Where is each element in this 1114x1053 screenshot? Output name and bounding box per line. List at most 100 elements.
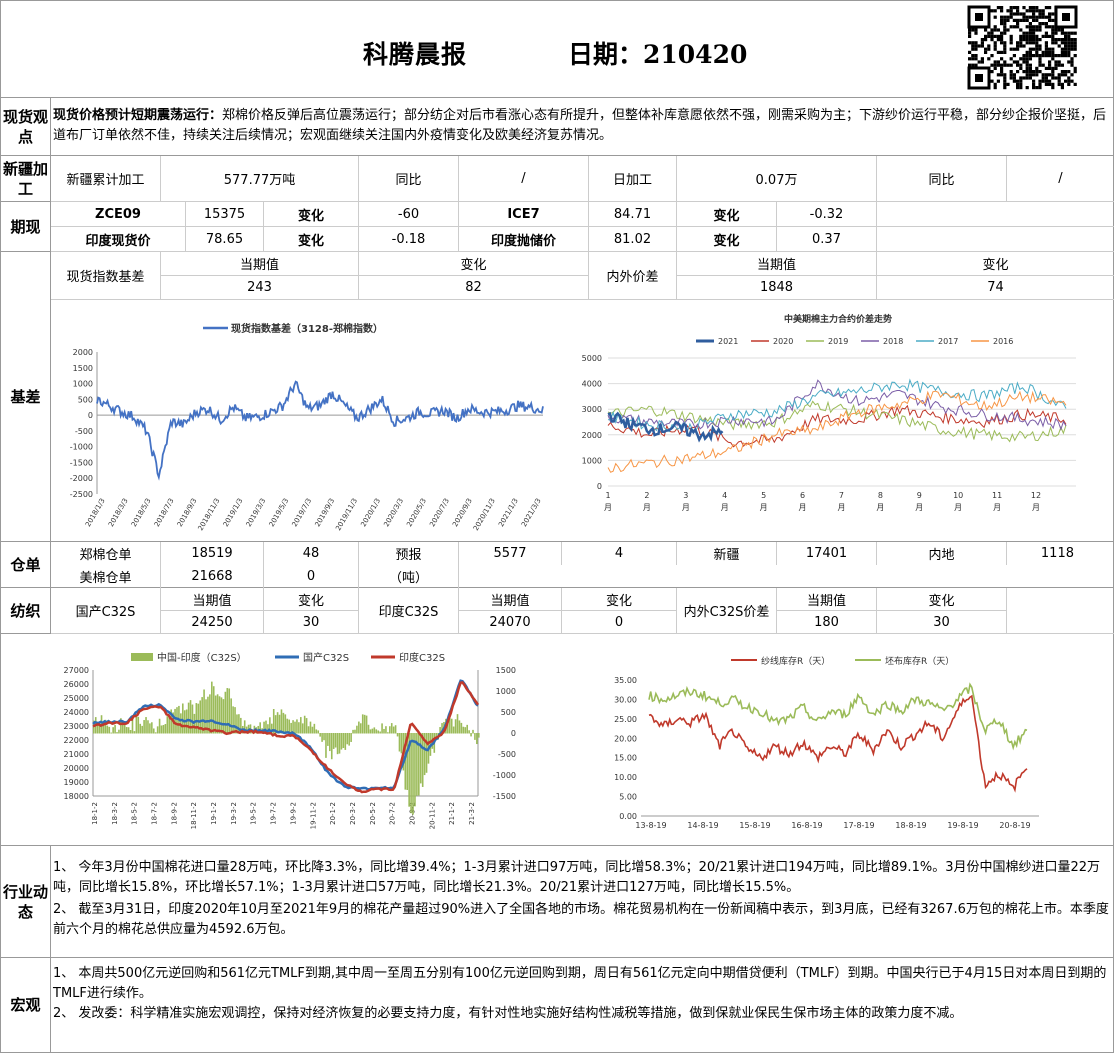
- xinjiang-daily-label: 日加工: [589, 156, 677, 202]
- spread-series-2016: [607, 390, 1067, 473]
- yarn-y-right-tick: 1500: [496, 666, 516, 675]
- yarn-legend-india: 印度C32S: [399, 651, 445, 664]
- basis-x-tick: 2018/5/3: [130, 497, 153, 528]
- yarn-x-tick: 20-1-2: [329, 802, 337, 825]
- spread-chart-title: 中美期棉主力合约价差走势: [784, 313, 892, 325]
- india-reserve-label: 印度抛储价: [459, 227, 589, 252]
- basis-x-tick: 2018/11/3: [197, 497, 222, 532]
- svg-text:月: 月: [643, 503, 651, 512]
- svg-text:月: 月: [915, 503, 923, 512]
- yarn-x-tick: 18-5-2: [131, 802, 139, 825]
- india-c32s-label: 印度C32S: [359, 588, 459, 634]
- stock-x-tick: 13-8-19: [635, 821, 666, 830]
- yarn-y-left-tick: 24000: [64, 708, 89, 717]
- inland-receipt-label: 内地: [877, 542, 1007, 565]
- empty-cell: [877, 202, 1114, 227]
- basis-x-tick: 2019/5/3: [268, 497, 291, 528]
- basis-current-value: 243: [161, 276, 359, 300]
- india-spot-value: 78.65: [186, 227, 264, 252]
- stock-x-tick: 20-8-19: [999, 821, 1030, 830]
- yarn-x-tick: 20-5-2: [369, 802, 377, 825]
- yarn-x-tick: 18-1-2: [91, 802, 99, 825]
- india-spot-change-label: 变化: [264, 227, 359, 252]
- warehouse-section: 仓单 郑棉仓单 18519 48 预报 5577 4 新疆 17401 内地 1…: [0, 542, 1114, 588]
- spot-label: 现货观点: [1, 98, 51, 155]
- spread-legend-2017: 2017: [938, 337, 958, 346]
- futures-section: 期现 ZCE09 15375 变化 -60 ICE7 84.71 变化 -0.3…: [0, 202, 1114, 252]
- yarn-price-chart: 中国-印度（C32S） 国产C32S 印度C32S 27000 26000 25000 2…: [64, 651, 516, 829]
- xinjiang-label: 新疆加工: [1, 156, 51, 201]
- zce09-value: 15375: [186, 202, 264, 227]
- yarn-charts-section: 中国-印度（C32S） 国产C32S 印度C32S 27000 26000 25000 2…: [0, 634, 1114, 846]
- yarn-x-tick: 20-7-2: [389, 802, 397, 825]
- yarn-x-tick: 19-3-2: [230, 802, 238, 825]
- yarn-y-left-tick: 22000: [64, 736, 89, 745]
- stock-x-tick: 16-8-19: [791, 821, 822, 830]
- domestic-current-label: 当期值: [161, 588, 264, 611]
- svg-text:月: 月: [837, 503, 845, 512]
- domestic-c32s-label: 国产C32S: [51, 588, 161, 634]
- ice7-label: ICE7: [459, 202, 589, 227]
- us-receipt-value: 21668: [161, 565, 264, 588]
- yarn-legend-spread: 中国-印度（C32S）: [157, 651, 247, 664]
- empty-cell: [1007, 588, 1114, 634]
- yarn-y-right-tick: -1000: [493, 771, 516, 780]
- unit-label: （吨）: [359, 565, 459, 588]
- yarn-x-tick: 19-11-2: [309, 802, 317, 829]
- yarn-y-left-tick: 20000: [64, 764, 89, 773]
- basis-x-tick: 2019/9/3: [314, 497, 337, 528]
- xinjiang-yoy-value: /: [459, 156, 589, 202]
- forecast-value: 5577: [459, 542, 562, 565]
- svg-text:月: 月: [721, 503, 729, 512]
- forecast-label: 预报: [359, 542, 459, 565]
- spread-x-tick: 10: [953, 491, 963, 500]
- basis-current-label: 当期值: [161, 252, 359, 276]
- spot-text: 现货价格预计短期震荡运行：郑棉价格反弹后高位震荡运行；部分纺企对后市看涨心态有所…: [53, 108, 1107, 143]
- spread-legend-2016: 2016: [993, 337, 1013, 346]
- spot-section: 现货观点 现货价格预计短期震荡运行：郑棉价格反弹后高位震荡运行；部分纺企对后市看…: [0, 98, 1114, 156]
- stock-y-tick: 20.00: [614, 734, 637, 743]
- c32s-spread-current-label: 当期值: [777, 588, 877, 611]
- basis-x-tick: 2019/7/3: [291, 497, 314, 528]
- yarn-y-left-tick: 18000: [64, 792, 89, 801]
- ice7-change-value: -0.32: [777, 202, 877, 227]
- spread-x-tick: 12: [1031, 491, 1041, 500]
- basis-y-tick: 1500: [73, 364, 93, 373]
- svg-text:月: 月: [799, 503, 807, 512]
- spread-y-tick: 1000: [582, 456, 602, 465]
- xinjiang-receipt-label: 新疆: [677, 542, 777, 565]
- svg-text:月: 月: [682, 503, 690, 512]
- stock-y-tick: 10.00: [614, 773, 637, 782]
- domestic-change-value: 30: [264, 611, 359, 634]
- basis-x-tick: 2020/11/3: [472, 497, 497, 532]
- spread-x-tick: 6: [800, 491, 805, 500]
- futures-label: 期现: [1, 202, 51, 251]
- basis-x-tick: 2020/1/3: [359, 497, 382, 528]
- india-spot-change-value: -0.18: [359, 227, 459, 252]
- c32s-spread-label: 内外C32S价差: [677, 588, 777, 634]
- xinjiang-cumulative-value: 577.77万吨: [161, 156, 359, 202]
- basis-x-tick: 2021/3/3: [520, 497, 543, 528]
- yarn-x-tick: 19-5-2: [250, 802, 258, 825]
- stock-y-tick: 15.00: [614, 754, 637, 763]
- macro-label: 宏观: [1, 958, 51, 1052]
- inventory-chart: 纱线库存R（天） 坯布库存R（天） 35.00 30.00 25.00 20.00 15.…: [614, 655, 1039, 830]
- yarn-y-left-tick: 19000: [64, 778, 89, 787]
- svg-text:月: 月: [604, 503, 612, 512]
- report-title: 科腾晨报: [363, 40, 468, 69]
- basis-chart: 现货指数基差（3128-郑棉指数） 2000 1500 1000 500 0 -500 -1…: [70, 322, 544, 532]
- yarn-y-left-tick: 25000: [64, 694, 89, 703]
- yarn-y-right-tick: -1500: [493, 792, 516, 801]
- spread-legend-2021: 2021: [718, 337, 738, 346]
- basis-x-tick: 2020/9/3: [451, 497, 474, 528]
- yarn-x-tick: 20-3-2: [349, 802, 357, 825]
- macro-news-2: 2、 发改委：科学精准实施宏观调控，保持对经济恢复的必要支持力度，有针对性地实施…: [53, 1006, 963, 1021]
- xinjiang-daily-value: 0.07万: [677, 156, 877, 202]
- basis-y-tick: -1500: [70, 458, 93, 467]
- india-current-label: 当期值: [459, 588, 562, 611]
- forecast-change: 4: [562, 542, 677, 565]
- basis-x-tick: 2019/1/3: [222, 497, 245, 528]
- yarn-x-tick: 21-3-2: [468, 802, 476, 825]
- yarn-y-right-tick: 0: [511, 729, 516, 738]
- textile-label: 纺织: [1, 588, 51, 633]
